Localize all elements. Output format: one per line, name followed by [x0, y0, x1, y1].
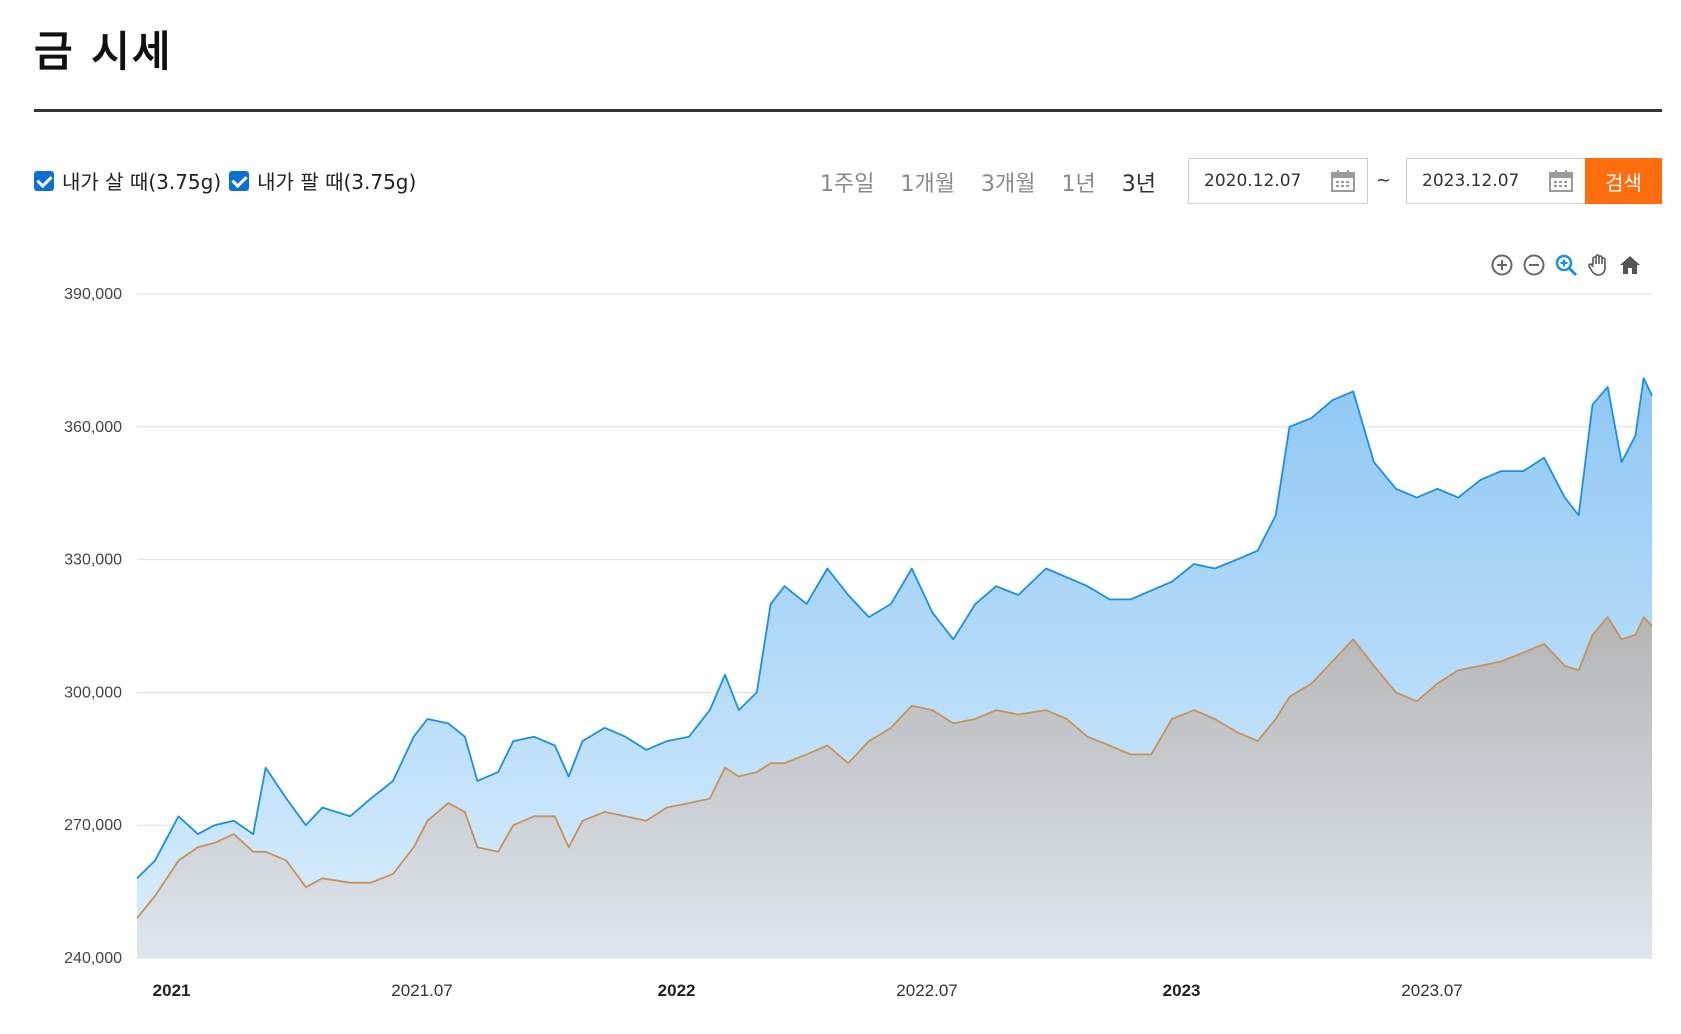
x-tick-label: 2022 [658, 981, 696, 1000]
period-1week-button[interactable]: 1주일 [820, 172, 875, 197]
y-tick-label: 270,000 [64, 817, 122, 834]
chart-toolbar [1490, 253, 1650, 277]
y-tick-label: 240,000 [64, 950, 122, 967]
y-axis: 240,000 270,000 300,000 330,000 360,000 390,0… [64, 286, 122, 967]
checkbox-checked-icon[interactable] [34, 170, 54, 191]
x-tick-label: 2021.07 [391, 981, 452, 1000]
y-tick-label: 360,000 [64, 419, 122, 436]
x-tick-label: 2021 [153, 981, 191, 1000]
date-range-separator: ~ [1376, 170, 1392, 191]
calendar-icon[interactable] [1331, 170, 1355, 192]
period-1year-button[interactable]: 1년 [1061, 172, 1096, 197]
start-date-input[interactable]: 2020.12.07 [1188, 158, 1368, 204]
page-title: 금 시세 [34, 27, 173, 76]
series-toggles: 내가 살 때(3.75g) 내가 팔 때(3.75g) [34, 166, 424, 195]
checkbox-checked-icon[interactable] [229, 170, 250, 191]
pan-hand-icon[interactable] [1586, 253, 1610, 277]
buy-series-checkbox[interactable]: 내가 살 때(3.75g) [34, 166, 221, 195]
end-date-input[interactable]: 2023.12.07 [1406, 158, 1586, 204]
start-date-value: 2020.12.07 [1204, 171, 1302, 191]
title-divider [34, 109, 1662, 112]
sell-series-area [137, 617, 1652, 958]
end-date-value: 2023.12.07 [1422, 171, 1520, 191]
sell-series-line [136, 616, 1653, 919]
x-axis: 2021 2021.07 2022 2022.07 2023 2023.07 [153, 981, 1463, 1000]
gold-price-chart: 240,000 270,000 300,000 330,000 360,000 390,0… [64, 286, 1653, 1000]
x-tick-label: 2023.07 [1401, 981, 1462, 1000]
x-tick-label: 2023 [1163, 981, 1201, 1000]
sell-series-checkbox[interactable]: 내가 팔 때(3.75g) [229, 166, 416, 195]
period-3month-button[interactable]: 3개월 [980, 172, 1036, 197]
period-1month-button[interactable]: 1개월 [900, 172, 955, 197]
calendar-icon[interactable] [1549, 170, 1573, 192]
home-icon[interactable] [1618, 253, 1642, 277]
y-tick-label: 330,000 [64, 552, 122, 569]
zoom-in-icon[interactable] [1490, 253, 1514, 277]
buy-series-line [136, 377, 1653, 879]
period-3year-button[interactable]: 3년 [1121, 172, 1156, 197]
y-tick-label: 390,000 [64, 286, 122, 303]
period-selector: 1주일 1개월 3개월 1년 3년 [820, 166, 1182, 198]
zoom-out-icon[interactable] [1522, 253, 1546, 277]
plot-area [136, 377, 1653, 959]
x-tick-label: 2022.07 [896, 981, 957, 1000]
y-tick-label: 300,000 [64, 684, 122, 701]
buy-series-label: 내가 살 때(3.75g) [62, 170, 222, 194]
magnify-icon[interactable] [1554, 253, 1578, 277]
search-button[interactable]: 검색 [1585, 158, 1662, 204]
sell-series-label: 내가 팔 때(3.75g) [257, 170, 417, 194]
